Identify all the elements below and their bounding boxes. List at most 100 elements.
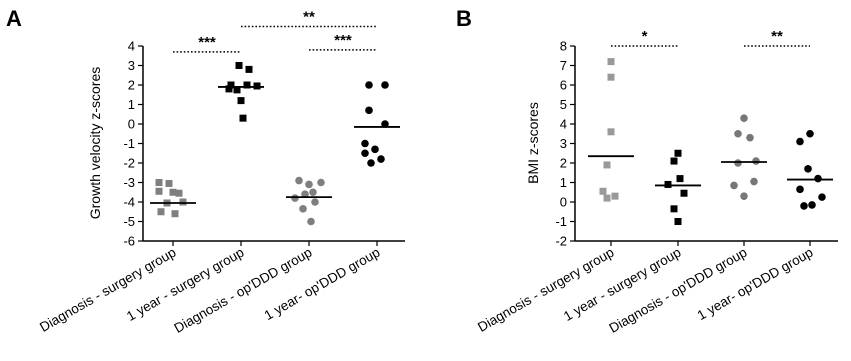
y-tick-label: -3 [123, 175, 135, 190]
y-tick-label: 2 [128, 78, 135, 93]
y-tick-label: 0 [128, 117, 135, 132]
data-point [371, 145, 379, 154]
data-point [796, 185, 804, 194]
data-point [674, 149, 682, 157]
y-tick-label: -2 [555, 234, 567, 249]
y-tick-label: 7 [560, 58, 567, 73]
data-point [611, 192, 619, 200]
data-point [806, 129, 814, 138]
category-label: 1 year - surgery group [124, 245, 247, 324]
significance-label: * [642, 28, 648, 45]
data-point [670, 205, 678, 213]
data-point [179, 198, 187, 206]
y-tick-label: 6 [560, 78, 567, 93]
data-point [804, 165, 812, 173]
panel-label: B [456, 6, 472, 31]
significance-label: ** [303, 9, 315, 26]
data-point [746, 133, 754, 142]
panel-label: A [6, 6, 22, 31]
data-point [157, 208, 165, 216]
y-tick-label: -4 [123, 195, 135, 210]
significance-label: ** [771, 28, 783, 45]
data-point [607, 58, 615, 66]
data-point [603, 194, 611, 202]
data-point [243, 81, 251, 89]
data-point [227, 81, 235, 89]
category-label: 1 year- op'DDD group [262, 245, 383, 323]
y-tick-label: -1 [555, 214, 567, 229]
data-point [607, 73, 615, 81]
y-tick-label: 3 [560, 136, 567, 151]
data-point [171, 210, 179, 218]
data-point [808, 201, 816, 209]
data-point [664, 180, 672, 188]
data-point [317, 178, 325, 187]
data-point [676, 175, 684, 183]
data-point [361, 149, 369, 158]
y-tick-label: 0 [560, 195, 567, 210]
data-point [155, 187, 163, 195]
panel-b: B 8 7 6 5 4 3 2 1 0 -1 -2 BMI z-scores Diagnosis - su… [456, 6, 838, 336]
category-label: Diagnosis - surgery group [475, 245, 616, 335]
data-point [155, 179, 163, 186]
data-point [367, 159, 375, 167]
data-point [309, 188, 317, 197]
data-point [361, 139, 369, 148]
data-point [603, 161, 611, 169]
data-point [814, 174, 822, 183]
data-point [169, 188, 177, 196]
data-point [818, 193, 826, 201]
data-point [381, 120, 389, 128]
data-point [295, 176, 303, 185]
data-point [740, 192, 748, 200]
data-point [599, 187, 607, 195]
significance-label: *** [198, 34, 216, 51]
panel-a: A 4 3 2 1 0 -1 -2 -3 -4 -5 -6 Growth velocity z-scor… [6, 6, 405, 336]
data-point [311, 198, 319, 206]
y-tick-label: -1 [123, 136, 135, 151]
data-point [239, 114, 247, 122]
data-point [301, 190, 309, 198]
y-axis-label: Growth velocity z-scores [87, 67, 103, 219]
data-point [165, 179, 173, 187]
category-label: 1 year- op'DDD group [695, 245, 816, 323]
data-point [175, 189, 183, 197]
y-tick-label: 1 [560, 175, 567, 190]
y-tick-label: 1 [128, 97, 135, 112]
y-tick-label: 5 [560, 97, 567, 112]
data-point [680, 189, 688, 197]
y-tick-label: -6 [123, 234, 135, 249]
significance-label: *** [334, 32, 352, 49]
data-point [305, 180, 313, 189]
category-label: Diagnosis - surgery group [37, 245, 178, 335]
y-tick-label: 4 [128, 39, 135, 54]
data-point [740, 114, 748, 122]
data-point [750, 177, 758, 186]
y-axis-label: BMI z-scores [525, 102, 541, 184]
y-tick-label: -2 [123, 156, 135, 171]
data-point [800, 202, 808, 210]
data-point [237, 97, 245, 105]
data-point [225, 85, 233, 93]
category-label: 1 year - surgery group [561, 245, 684, 324]
data-point [253, 82, 261, 90]
data-point [670, 157, 678, 165]
data-point [235, 62, 243, 69]
y-tick-label: 3 [128, 58, 135, 73]
y-tick-label: 4 [560, 117, 567, 132]
data-point [752, 157, 760, 165]
y-tick-label: 8 [560, 39, 567, 54]
data-point [291, 194, 299, 202]
y-tick-label: -5 [123, 214, 135, 229]
data-point [365, 106, 373, 115]
data-point [734, 129, 742, 138]
data-point [796, 137, 804, 146]
data-point [730, 181, 738, 190]
data-point [377, 155, 385, 163]
data-point [365, 81, 373, 89]
data-point [299, 205, 307, 213]
data-point [381, 81, 389, 89]
data-point [233, 86, 241, 94]
data-point [607, 128, 615, 136]
